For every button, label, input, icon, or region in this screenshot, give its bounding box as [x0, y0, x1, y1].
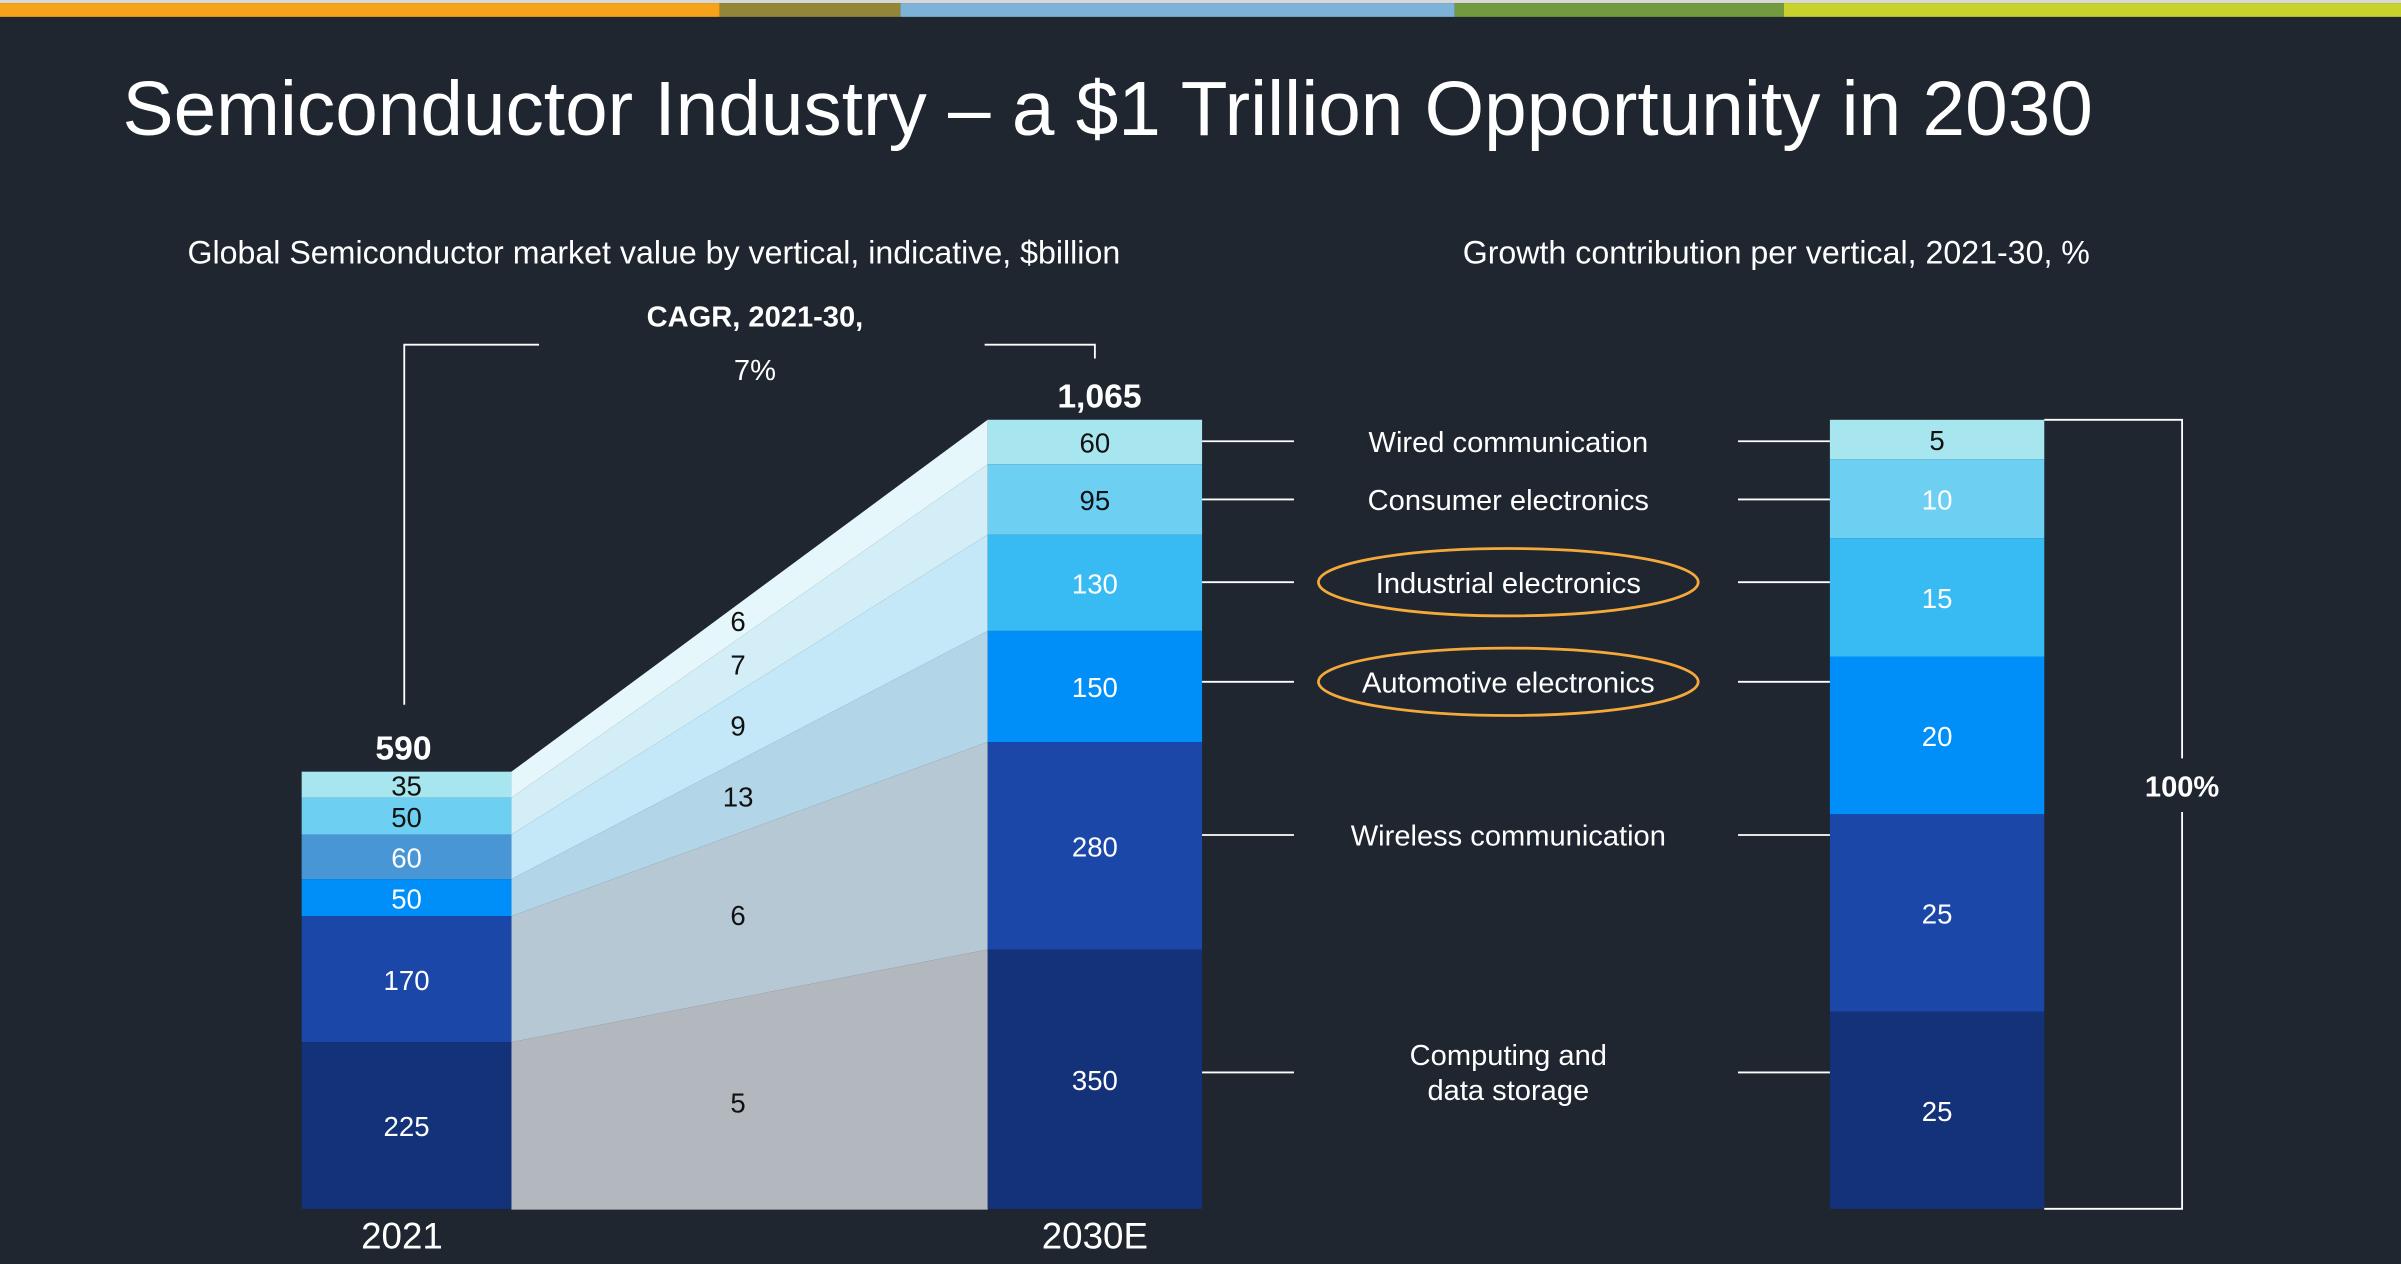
stripe-segment — [900, 3, 1455, 17]
vertical-label-line: Wired communication — [1369, 427, 1649, 459]
contribution-segment — [1829, 538, 2045, 657]
growth-band — [511, 464, 988, 835]
bar-value-label: 35 — [391, 770, 422, 801]
bar-value-label: 150 — [1072, 672, 1118, 703]
contribution-value-label: 25 — [1922, 899, 1953, 930]
contribution-value-label: 25 — [1922, 1096, 1953, 1127]
cagr-label: 6 — [730, 606, 745, 637]
cagr-label: 9 — [730, 711, 745, 742]
stripe-segment — [0, 3, 720, 17]
bar-total-label: 590 — [375, 730, 431, 767]
bar-value-label: 95 — [1080, 485, 1111, 516]
contribution-value-label: 10 — [1922, 484, 1953, 515]
x-axis-label: 2021 — [361, 1216, 443, 1257]
contribution-segment — [1829, 656, 2045, 815]
contribution-segment — [1829, 814, 2045, 1012]
bar-segment — [987, 534, 1203, 631]
bar-segment — [987, 949, 1203, 1209]
highlight-oval — [1317, 547, 1700, 618]
vertical-label-line: data storage — [1427, 1075, 1589, 1107]
page-title: Semiconductor Industry – a $1 Trillion O… — [123, 67, 2093, 152]
vertical-label: Computing and data storage — [1410, 1040, 1607, 1107]
vertical-label-line: Consumer electronics — [1368, 485, 1649, 517]
contribution-value-label: 5 — [1929, 425, 1944, 456]
bar-segment — [987, 630, 1203, 743]
contribution-segment — [1829, 419, 2045, 460]
bar-segment — [301, 916, 512, 1043]
total-label: 100% — [2145, 772, 2220, 804]
vertical-label-line: Computing and — [1410, 1040, 1607, 1072]
bar-value-label: 50 — [391, 802, 422, 833]
vertical-label: Automotive electronics — [1362, 668, 1655, 700]
cagr-label: 7 — [730, 650, 745, 681]
bar-total-label: 1,065 — [1057, 378, 1141, 415]
bar-segment — [987, 464, 1203, 535]
cagr-label: 13 — [723, 781, 754, 812]
growth-band — [511, 630, 988, 917]
cagr-label: 6 — [730, 900, 745, 931]
bar-value-label: 280 — [1072, 831, 1118, 862]
vertical-label: Consumer electronics — [1368, 485, 1649, 517]
stripe-segment — [1783, 3, 2401, 17]
vertical-label: Industrial electronics — [1376, 568, 1641, 600]
growth-band — [511, 419, 988, 798]
vertical-label: Wireless communication — [1351, 821, 1666, 853]
growth-band — [511, 534, 988, 880]
vertical-label-line: Industrial electronics — [1376, 568, 1641, 600]
total-bracket-bottom — [2044, 812, 2184, 1210]
cagr-bracket-left — [403, 343, 540, 705]
top-border — [0, 0, 2401, 4]
bar-segment — [301, 834, 512, 880]
bar-value-label: 130 — [1072, 568, 1118, 599]
contribution-value-label: 15 — [1922, 583, 1953, 614]
vertical-label-line: Wireless communication — [1351, 821, 1666, 853]
highlight-oval — [1317, 646, 1700, 717]
bar-value-label: 60 — [391, 843, 422, 874]
total-bracket-top — [2044, 418, 2184, 759]
vertical-label-line: Automotive electronics — [1362, 668, 1655, 700]
contribution-value-label: 20 — [1922, 721, 1953, 752]
bar-value-label: 60 — [1080, 428, 1111, 459]
bar-segment — [301, 797, 512, 835]
stripe-segment — [1454, 3, 1784, 17]
bar-segment — [987, 742, 1203, 950]
bar-value-label: 225 — [384, 1111, 430, 1142]
x-axis-label: 2030E — [1042, 1216, 1148, 1257]
contribution-segment — [1829, 459, 2045, 539]
cagr-title: CAGR, 2021-30, — [647, 301, 864, 333]
growth-band — [511, 742, 988, 1043]
cagr-bracket-right — [984, 343, 1096, 359]
cagr-total: 7% — [734, 355, 776, 387]
bar-value-label: 350 — [1072, 1065, 1118, 1096]
cagr-label: 5 — [730, 1088, 745, 1119]
chart-title-right: Growth contribution per vertical, 2021-3… — [1463, 235, 2090, 271]
contribution-segment — [1829, 1011, 2045, 1209]
stripe-segment — [719, 3, 901, 17]
bar-segment — [987, 419, 1203, 465]
bar-segment — [301, 1042, 512, 1209]
bar-value-label: 50 — [391, 883, 422, 914]
bar-segment — [301, 771, 512, 798]
bar-value-label: 170 — [384, 965, 430, 996]
vertical-label: Wired communication — [1369, 427, 1649, 459]
bar-segment — [301, 879, 512, 917]
growth-band — [511, 949, 988, 1209]
chart-title-left: Global Semiconductor market value by ver… — [187, 235, 1120, 271]
